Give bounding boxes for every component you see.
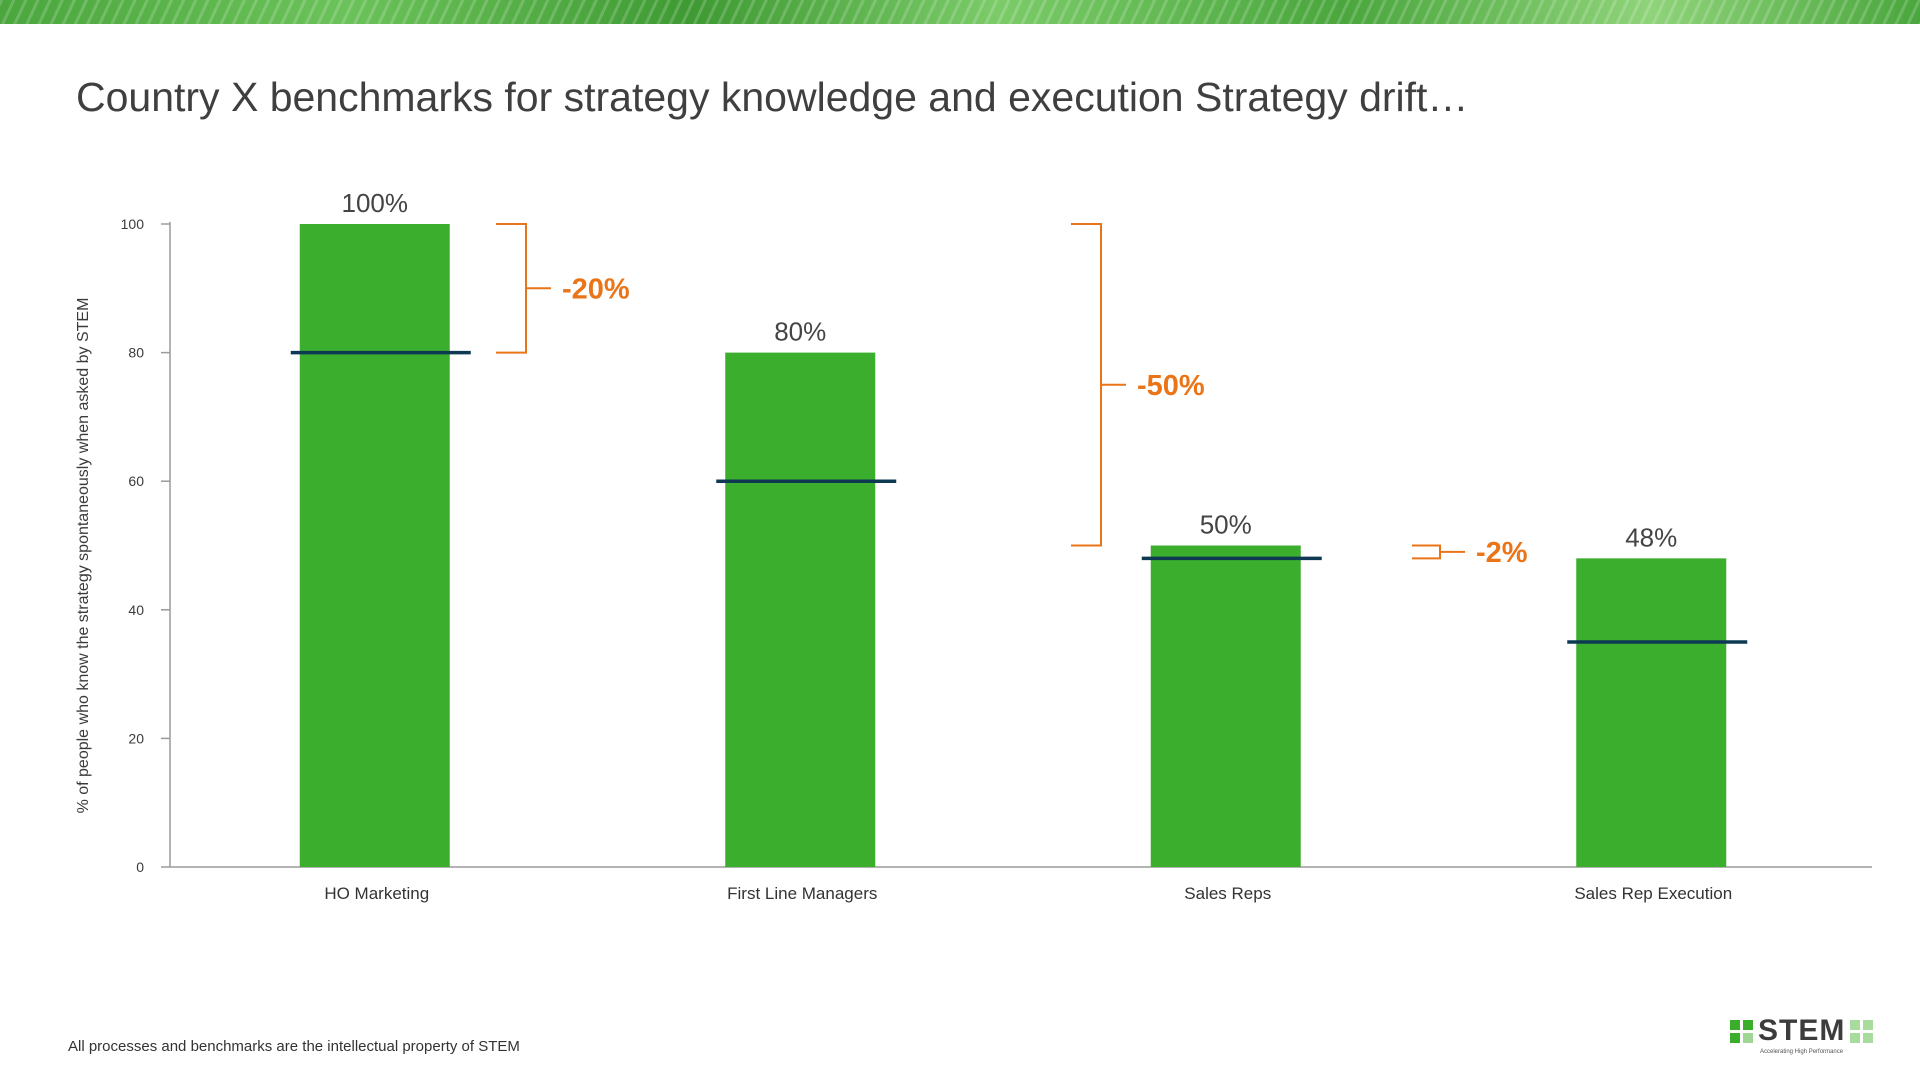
- bar-value-label: 80%: [774, 317, 826, 347]
- bar: [1576, 558, 1727, 867]
- y-tick-label: 100: [121, 216, 145, 232]
- drift-50-bracket: [1071, 223, 1102, 547]
- category-label: HO Marketing: [324, 884, 429, 903]
- category-label: Sales Rep Execution: [1574, 884, 1732, 903]
- bar-value-label: 48%: [1625, 522, 1677, 552]
- logo-squares-icon: [1730, 1020, 1753, 1043]
- logo-squares-right-icon: [1850, 1020, 1873, 1043]
- drift-20-label: -20%: [562, 273, 630, 305]
- drift-2-bracket: [1412, 544, 1441, 560]
- bar-value-label: 100%: [342, 188, 409, 218]
- bar: [1150, 545, 1301, 867]
- y-axis-title: % of people who know the strategy sponta…: [75, 298, 92, 814]
- logo-wordmark: STEM: [1758, 1014, 1846, 1047]
- y-tick-label: 20: [128, 730, 144, 746]
- footer-note: All processes and benchmarks are the int…: [68, 1038, 520, 1055]
- bar-value-label: 50%: [1200, 510, 1252, 540]
- y-tick-label: 40: [128, 602, 144, 618]
- page-title: Country X benchmarks for strategy knowle…: [76, 74, 1469, 120]
- y-tick-label: 0: [136, 859, 144, 875]
- bar: [725, 352, 876, 868]
- drift-2-label: -2%: [1476, 537, 1528, 569]
- y-tick-label: 80: [128, 345, 144, 361]
- logo-tagline: Accelerating High Performance: [1760, 1049, 1844, 1055]
- y-tick-label: 60: [128, 473, 144, 489]
- drift-50-label: -50%: [1137, 370, 1205, 402]
- bar: [299, 224, 450, 867]
- drift-20-bracket: [496, 223, 527, 354]
- category-label: First Line Managers: [727, 884, 877, 903]
- top-decorative-banner: [0, 0, 1920, 24]
- category-label: Sales Reps: [1184, 884, 1271, 903]
- stem-logo: STEM Accelerating High Performance: [1730, 1014, 1874, 1058]
